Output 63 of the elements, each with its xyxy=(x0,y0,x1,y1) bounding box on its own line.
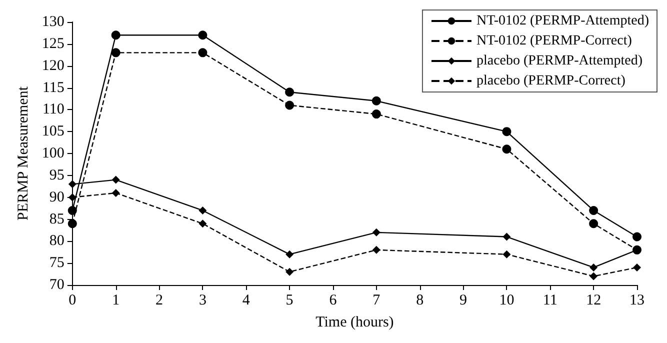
point xyxy=(285,100,294,110)
point xyxy=(502,250,511,258)
point xyxy=(68,219,77,228)
point xyxy=(112,176,120,184)
y-tick-label: 125 xyxy=(42,36,64,52)
point xyxy=(372,110,381,119)
x-tick-label: 7 xyxy=(372,292,381,308)
y-tick-label: 110 xyxy=(42,102,64,118)
y-tick-label: 80 xyxy=(49,233,64,250)
point xyxy=(286,250,294,258)
legend-label: placebo (PERMP-Attempted) xyxy=(476,54,643,68)
point xyxy=(372,228,380,236)
legend-label: NT-0102 (PERMP-Correct) xyxy=(476,34,632,48)
y-tick-label: 115 xyxy=(42,80,64,96)
y-tick-label: 75 xyxy=(49,255,64,272)
point xyxy=(632,232,642,242)
point xyxy=(198,30,208,40)
point xyxy=(198,220,207,228)
point xyxy=(68,193,76,202)
y-tick-label: 105 xyxy=(42,124,64,140)
x-tick-label: 6 xyxy=(329,292,338,308)
x-tick-label: 10 xyxy=(499,292,514,308)
point xyxy=(286,268,294,276)
point xyxy=(68,206,77,215)
point xyxy=(198,48,208,58)
point xyxy=(285,88,294,97)
point xyxy=(633,263,641,272)
x-tick-label: 12 xyxy=(586,292,602,308)
point xyxy=(502,144,512,154)
y-tick-label: 120 xyxy=(42,58,64,74)
x-tick-label: 11 xyxy=(542,292,558,308)
y-tick-label: 70 xyxy=(49,277,64,293)
x-tick-label: 3 xyxy=(198,292,206,308)
point xyxy=(68,180,76,188)
legend-label: NT-0102 (PERMP-Attempted) xyxy=(476,14,650,28)
point xyxy=(590,272,598,280)
point xyxy=(502,127,512,136)
y-tick-label: 85 xyxy=(49,211,64,228)
x-tick-label: 5 xyxy=(286,292,294,308)
x-tick-label: 8 xyxy=(416,292,424,308)
point xyxy=(198,206,207,214)
point xyxy=(112,188,120,197)
x-tick-label: 9 xyxy=(460,292,468,308)
y-axis-title: PERMP Measurement xyxy=(16,86,32,221)
x-tick-label: 2 xyxy=(156,292,164,308)
y-tick-label: 100 xyxy=(42,146,64,162)
y-tick-label: 95 xyxy=(49,167,64,184)
x-tick-label: 13 xyxy=(630,292,644,308)
x-axis-title: Time (hours) xyxy=(316,314,394,330)
x-tick-label: 4 xyxy=(242,292,250,308)
point xyxy=(111,30,120,40)
point xyxy=(589,206,598,215)
point xyxy=(111,48,120,58)
point xyxy=(590,263,598,272)
x-tick-label: 0 xyxy=(68,292,76,308)
point xyxy=(502,232,511,241)
point xyxy=(372,246,380,254)
y-tick-label: 130 xyxy=(42,14,64,30)
point xyxy=(372,96,381,106)
x-tick-label: 1 xyxy=(112,292,120,308)
y-tick-label: 90 xyxy=(49,189,64,206)
point xyxy=(589,219,598,228)
legend-label: placebo (PERMP-Correct) xyxy=(476,74,626,88)
